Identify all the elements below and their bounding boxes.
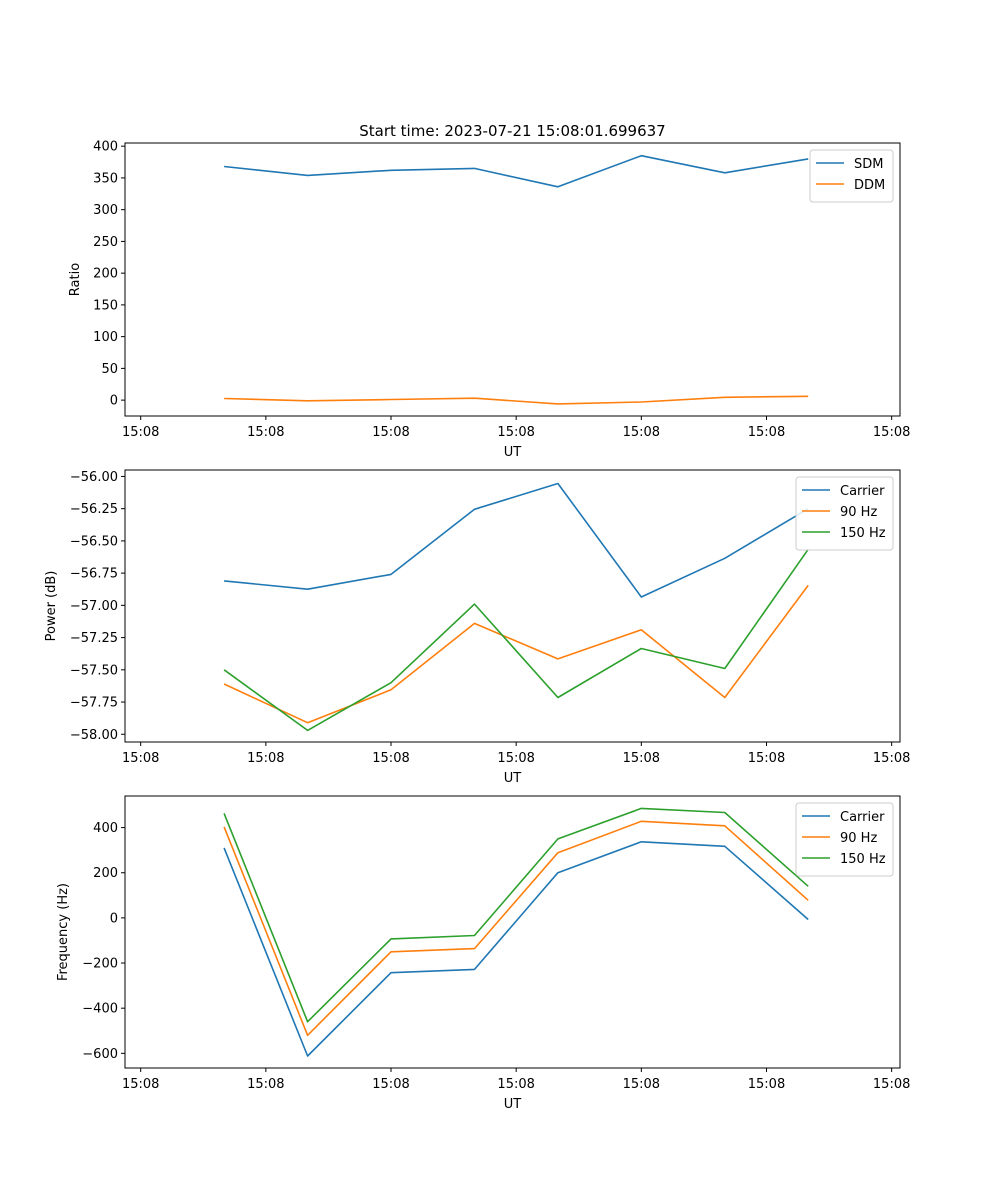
- power-y-axis-label: Power (dB): [44, 571, 59, 642]
- power-series-carrier-line: [224, 482, 809, 598]
- power-y-tick-label: −57.75: [70, 696, 118, 711]
- ratio-y-axis-label: Ratio: [68, 263, 83, 296]
- ratio-y-tick-label: 100: [93, 330, 118, 345]
- ratio-y-tick-label: 200: [93, 267, 118, 282]
- power-y-tick-label: −57.50: [70, 663, 118, 678]
- frequency-y-tick-label: 0: [110, 911, 118, 926]
- power-x-axis-label: UT: [504, 771, 522, 786]
- frequency-axes-frame: [124, 795, 901, 1069]
- ratio-x-tick-label: 15:08: [372, 425, 409, 440]
- figure-title: Start time: 2023-07-21 15:08:01.699637: [359, 122, 665, 140]
- ratio-x-tick-label: 15:08: [247, 425, 284, 440]
- frequency-series-90-hz-line: [223, 820, 809, 1037]
- power-x-tick-label: 15:08: [623, 751, 660, 766]
- power-series-90-hz-line: [223, 584, 809, 724]
- ratio-x-tick-label: 15:08: [873, 425, 910, 440]
- power-x-tick-label: 15:08: [497, 751, 534, 766]
- ratio-axes-frame: [124, 142, 901, 417]
- power-x-tick-label: 15:08: [748, 751, 785, 766]
- power-y-tick-label: −57.25: [70, 631, 118, 646]
- frequency-x-tick-label: 15:08: [623, 1077, 660, 1092]
- frequency-x-tick-label: 15:08: [873, 1077, 910, 1092]
- power-y-tick-label: −56.25: [70, 502, 118, 517]
- ratio-y-tick-label: 400: [93, 140, 118, 155]
- ratio-y-tick-label: 300: [93, 203, 118, 218]
- frequency-x-tick-label: 15:08: [247, 1077, 284, 1092]
- ratio-y-tick-label: 50: [101, 362, 118, 377]
- frequency-legend-label: 90 Hz: [840, 831, 877, 846]
- frequency-x-tick-label: 15:08: [748, 1077, 785, 1092]
- power-legend-label: 150 Hz: [840, 526, 886, 541]
- frequency-x-tick-label: 15:08: [497, 1077, 534, 1092]
- frequency-y-tick-label: 400: [93, 821, 118, 836]
- power-y-tick-label: −56.75: [70, 567, 118, 582]
- chart-panels: 15:08 15:08 15:08 15:08 15:08 15:08 15:08 0 50 10…: [44, 140, 910, 1112]
- power-y-tick-label: −57.00: [70, 599, 118, 614]
- ratio-x-tick-label: 15:08: [122, 425, 159, 440]
- ratio-x-tick-label: 15:08: [623, 425, 660, 440]
- power-legend-label: 90 Hz: [840, 505, 877, 520]
- power-x-tick-label: 15:08: [122, 751, 159, 766]
- power-legend-label: Carrier: [840, 484, 885, 499]
- ratio-y-tick-label: 0: [110, 394, 118, 409]
- frequency-legend: Carrier 90 Hz 150 Hz: [795, 802, 894, 877]
- power-chart: 15:08 15:08 15:08 15:08 15:08 15:08 15:08 −56.0…: [44, 469, 910, 786]
- frequency-x-tick-label: 15:08: [372, 1077, 409, 1092]
- ratio-x-axis-label: UT: [504, 445, 522, 460]
- power-legend: Carrier 90 Hz 150 Hz: [795, 476, 894, 551]
- frequency-x-tick-label: 15:08: [122, 1077, 159, 1092]
- frequency-chart: 15:08 15:08 15:08 15:08 15:08 15:08 15:08 −600 −…: [56, 795, 910, 1112]
- frequency-y-tick-label: −600: [82, 1047, 118, 1062]
- frequency-y-axis-label: Frequency (Hz): [56, 883, 71, 981]
- frequency-legend-label: 150 Hz: [840, 852, 886, 867]
- power-y-tick-label: −56.50: [70, 534, 118, 549]
- frequency-y-tick-label: −200: [82, 957, 118, 972]
- ratio-y-tick-label: 250: [93, 235, 118, 250]
- frequency-y-tick-label: −400: [82, 1002, 118, 1017]
- ratio-legend-label: DDM: [854, 178, 885, 193]
- frequency-series-150-hz-line: [223, 807, 809, 1023]
- frequency-y-tick-label: 200: [93, 866, 118, 881]
- ratio-legend: SDM DDM: [809, 149, 894, 203]
- power-y-tick-label: −58.00: [70, 728, 118, 743]
- frequency-series-carrier-line: [223, 840, 809, 1057]
- ratio-series-ddm-line: [224, 395, 809, 405]
- ratio-legend-label: SDM: [854, 157, 883, 172]
- power-series-150-hz-line: [223, 548, 809, 732]
- ratio-chart: 15:08 15:08 15:08 15:08 15:08 15:08 15:08 0 50 10…: [68, 140, 910, 460]
- power-y-tick-label: −56.00: [70, 470, 118, 485]
- ratio-y-tick-label: 150: [93, 298, 118, 313]
- power-x-tick-label: 15:08: [873, 751, 910, 766]
- power-axes-frame: [124, 469, 901, 743]
- ratio-x-tick-label: 15:08: [748, 425, 785, 440]
- ratio-x-tick-label: 15:08: [497, 425, 534, 440]
- power-x-tick-label: 15:08: [372, 751, 409, 766]
- power-x-tick-label: 15:08: [247, 751, 284, 766]
- frequency-x-axis-label: UT: [504, 1097, 522, 1112]
- ratio-y-tick-label: 350: [93, 171, 118, 186]
- frequency-legend-label: Carrier: [840, 810, 885, 825]
- ratio-series-sdm-line: [224, 154, 809, 188]
